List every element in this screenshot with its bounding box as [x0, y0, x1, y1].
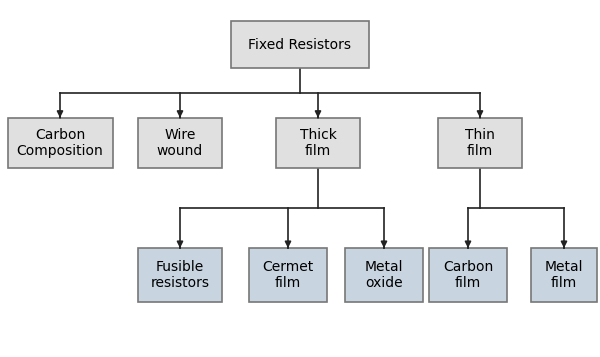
Text: Carbon
film: Carbon film — [443, 260, 493, 290]
Text: Thick
film: Thick film — [299, 128, 337, 158]
FancyBboxPatch shape — [249, 248, 327, 302]
Text: Metal
oxide: Metal oxide — [365, 260, 403, 290]
Text: Wire
wound: Wire wound — [157, 128, 203, 158]
Text: Thin
film: Thin film — [465, 128, 495, 158]
FancyBboxPatch shape — [429, 248, 507, 302]
FancyBboxPatch shape — [138, 118, 222, 168]
FancyBboxPatch shape — [345, 248, 423, 302]
FancyBboxPatch shape — [231, 21, 369, 68]
Text: Carbon
Composition: Carbon Composition — [17, 128, 103, 158]
Text: Cermet
film: Cermet film — [262, 260, 314, 290]
Text: Fusible
resistors: Fusible resistors — [151, 260, 209, 290]
FancyBboxPatch shape — [8, 118, 113, 168]
FancyBboxPatch shape — [438, 118, 522, 168]
FancyBboxPatch shape — [276, 118, 360, 168]
Text: Fixed Resistors: Fixed Resistors — [248, 37, 352, 52]
FancyBboxPatch shape — [531, 248, 597, 302]
Text: Metal
film: Metal film — [545, 260, 583, 290]
FancyBboxPatch shape — [138, 248, 222, 302]
